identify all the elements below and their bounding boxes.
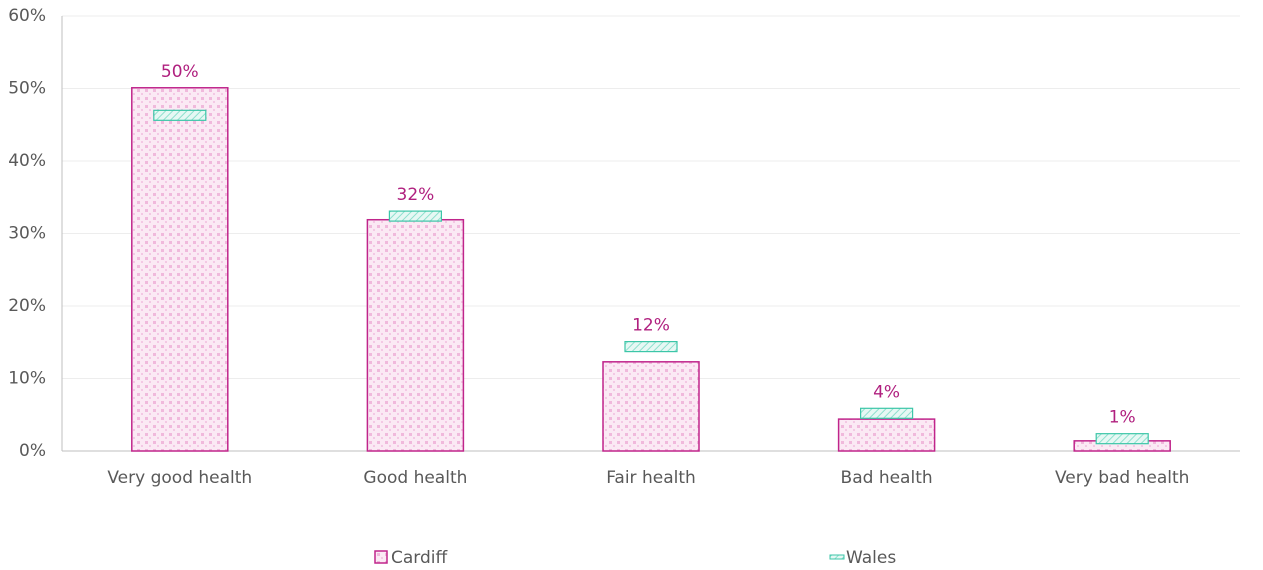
- y-tick-label: 30%: [8, 224, 46, 244]
- marker: [153, 109, 207, 121]
- legend-swatch: [374, 550, 388, 564]
- y-tick-label: 20%: [8, 296, 46, 316]
- marker: [1095, 433, 1149, 445]
- value-label: 4%: [873, 382, 900, 402]
- value-label: 1%: [1109, 408, 1136, 428]
- marker: [859, 407, 914, 419]
- bar: [602, 361, 700, 452]
- x-tick-label: Bad health: [841, 468, 933, 488]
- bar: [366, 218, 465, 452]
- legend-label: Cardiff: [391, 548, 448, 568]
- x-tick-label: Fair health: [606, 468, 696, 488]
- value-label: 12%: [632, 316, 670, 336]
- x-tick-label: Very good health: [107, 468, 252, 488]
- x-tick-label: Good health: [363, 468, 467, 488]
- legend-swatch: [829, 554, 845, 560]
- marker: [388, 210, 442, 222]
- value-label: 32%: [397, 185, 435, 205]
- legend-label: Wales: [846, 548, 896, 568]
- y-tick-label: 0%: [19, 441, 46, 461]
- y-tick-label: 10%: [8, 369, 46, 389]
- bar: [131, 87, 229, 452]
- x-tick-label: Very bad health: [1055, 468, 1189, 488]
- y-tick-label: 40%: [8, 151, 46, 171]
- bar: [837, 418, 936, 452]
- marker: [624, 341, 678, 353]
- value-label: 50%: [161, 62, 199, 82]
- y-tick-label: 50%: [8, 79, 46, 99]
- y-tick-label: 60%: [8, 6, 46, 26]
